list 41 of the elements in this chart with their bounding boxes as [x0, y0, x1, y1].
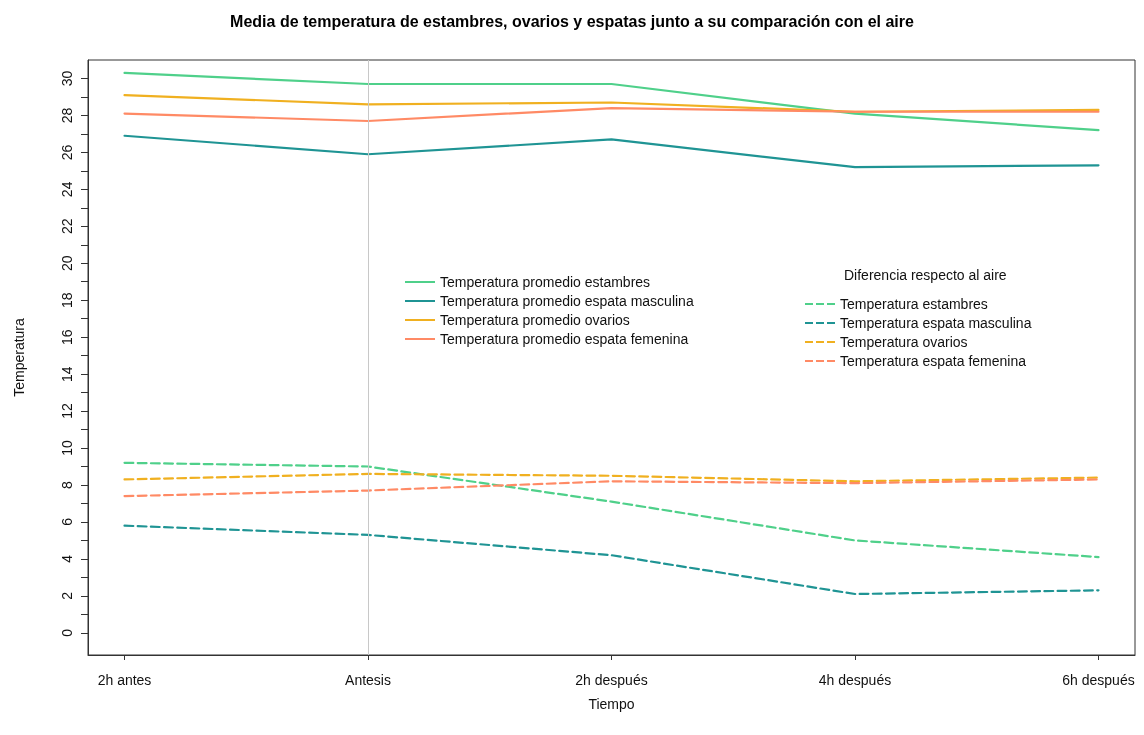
line-series — [123, 71, 1100, 132]
legend-label: Temperatura promedio espata masculina — [440, 293, 694, 309]
y-tick-label: 24 — [59, 181, 75, 198]
y-tick-label: 2 — [59, 591, 75, 600]
x-tick-label: 2h antes — [97, 672, 152, 688]
y-tick-label: 22 — [59, 218, 75, 235]
y-tick-label: 8 — [59, 480, 75, 489]
y-tick-label: 0 — [59, 628, 75, 637]
line-series — [123, 134, 1100, 169]
line-series — [123, 461, 1100, 559]
line-series — [123, 524, 1100, 596]
y-tick-label: 4 — [59, 554, 75, 563]
legend-label: Temperatura promedio estambres — [440, 274, 651, 290]
line-series — [123, 472, 1100, 483]
y-axis-title: Temperatura — [11, 317, 27, 397]
legend-label: Temperatura promedio ovarios — [440, 312, 630, 328]
y-tick-label: 20 — [59, 255, 75, 272]
line-series — [123, 94, 1100, 113]
y-tick-label: 12 — [59, 403, 75, 419]
y-tick-label: 14 — [59, 366, 75, 382]
x-axis-title: Tiempo — [588, 696, 635, 712]
legend-title: Diferencia respecto al aire — [844, 267, 1007, 283]
y-tick-label: 16 — [59, 329, 75, 345]
chart-title: Media de temperatura de estambres, ovarios y espatas junto a su comparación con el aire — [230, 12, 914, 30]
y-tick-label: 10 — [59, 440, 75, 456]
legend-label: Temperatura ovarios — [840, 334, 968, 350]
y-tick-label: 30 — [59, 70, 75, 87]
legend-label: Temperatura espata masculina — [840, 315, 1032, 331]
legend-label: Temperatura espata femenina — [840, 353, 1027, 369]
legend-label: Temperatura estambres — [840, 296, 988, 312]
y-tick-label: 26 — [59, 144, 75, 161]
y-tick-label: 6 — [59, 517, 75, 526]
x-tick-label: 2h después — [575, 672, 648, 688]
y-tick-label: 18 — [59, 292, 75, 309]
y-tick-label: 28 — [59, 107, 75, 124]
line-series — [123, 478, 1100, 498]
x-tick-label: 6h después — [1062, 672, 1135, 688]
x-tick-label: 4h después — [818, 672, 892, 688]
line-series — [123, 106, 1100, 123]
x-tick-label: Antesis — [345, 672, 391, 688]
legend-label: Temperatura promedio espata femenina — [440, 331, 689, 347]
